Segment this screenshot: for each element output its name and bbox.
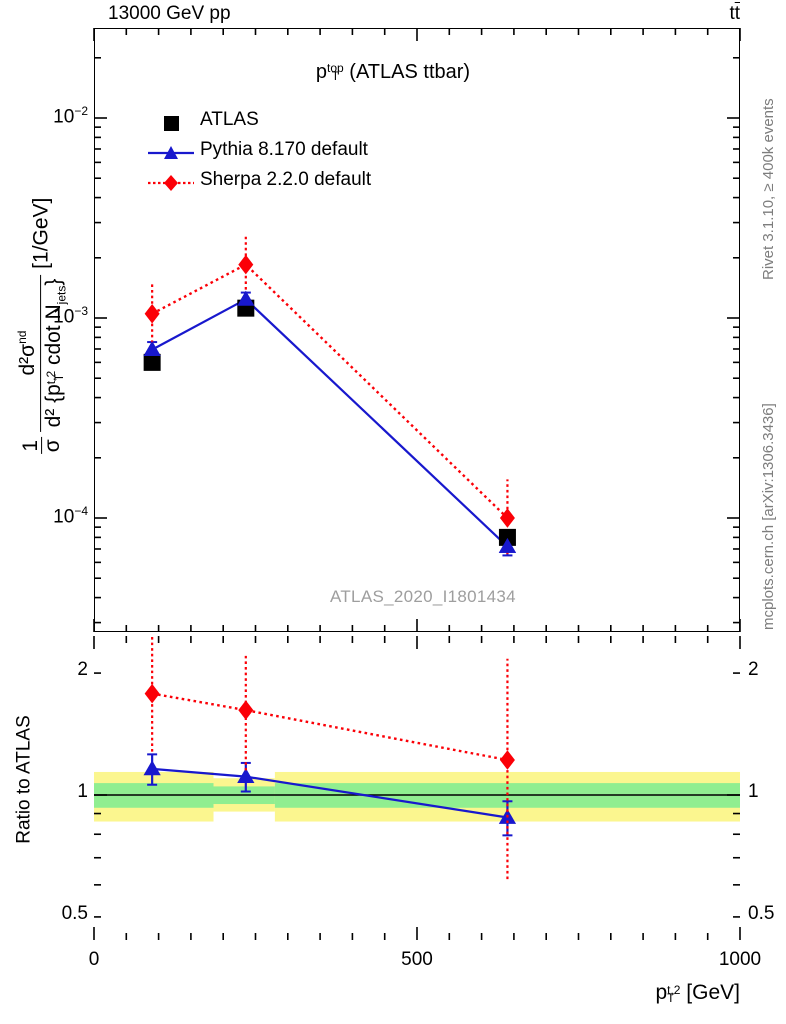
ratio-tick-label-right-0: 2 [748, 659, 759, 681]
main-marker-sherpa [238, 254, 254, 275]
main-line-sherpa [151, 263, 509, 519]
ratio-tick-label-left-2: 0.5 [61, 902, 88, 924]
ratio-marker-sherpa [238, 700, 254, 720]
main-marker-sherpa [144, 304, 160, 324]
y-tick-label-0: 10−2 [53, 104, 88, 128]
main-marker-atlas [143, 353, 161, 371]
legend-marker-pythia [148, 146, 194, 159]
main-marker-sherpa [499, 508, 515, 528]
x-tick-label-0: 0 [88, 949, 100, 970]
plot-title-p: p [315, 61, 328, 83]
header-process-label: tt [729, 4, 740, 23]
main-marker-atlas [498, 528, 516, 546]
plot-title-sup: top [327, 61, 344, 76]
plot-title-sub: T [331, 69, 340, 83]
legend-marker-sherpa [148, 175, 194, 191]
legend-label-sherpa: Sherpa 2.2.0 default [200, 169, 372, 190]
legend-label-atlas: ATLAS [200, 109, 259, 130]
header-process-t: t [729, 3, 735, 24]
legend-label-pythia: Pythia 8.170 default [200, 139, 368, 160]
header-beam-label: 13000 GeV pp [108, 3, 231, 24]
header-process-tbar: t [734, 3, 740, 24]
y-tick-label-1: 10−3 [53, 304, 88, 328]
ratio-line-sherpa [151, 692, 508, 762]
x-axis-label: p t,2 T [GeV] [655, 981, 740, 1006]
main-line-pythia [151, 297, 509, 548]
plot-title: p top T (ATLAS ttbar) [0, 62, 786, 82]
main-plot-frame [94, 28, 740, 632]
legend-marker-atlas [164, 116, 179, 131]
plot-title-rest: (ATLAS ttbar) [343, 61, 471, 83]
main-marker-pythia [143, 340, 161, 356]
y-tick-label-2: 10−4 [53, 504, 88, 528]
main-marker-pythia [498, 537, 517, 553]
ratio-tick-label-right-2: 0.5 [748, 902, 775, 924]
ratio-tick-label-left-0: 2 [77, 659, 88, 681]
ratio-marker-pythia [237, 768, 255, 784]
analysis-watermark: ATLAS_2020_I1801434 [330, 587, 516, 606]
ratio-marker-sherpa [499, 750, 515, 770]
x-tick-label-1: 500 [401, 949, 433, 970]
ratio-tick-label-right-1: 1 [748, 781, 759, 802]
ratio-marker-pythia [143, 760, 161, 776]
main-marker-pythia [237, 290, 255, 306]
ratio-marker-sherpa [144, 683, 160, 704]
x-tick-label-2: 1000 [718, 949, 762, 970]
ratio-tick-label-left-1: 1 [77, 781, 88, 802]
